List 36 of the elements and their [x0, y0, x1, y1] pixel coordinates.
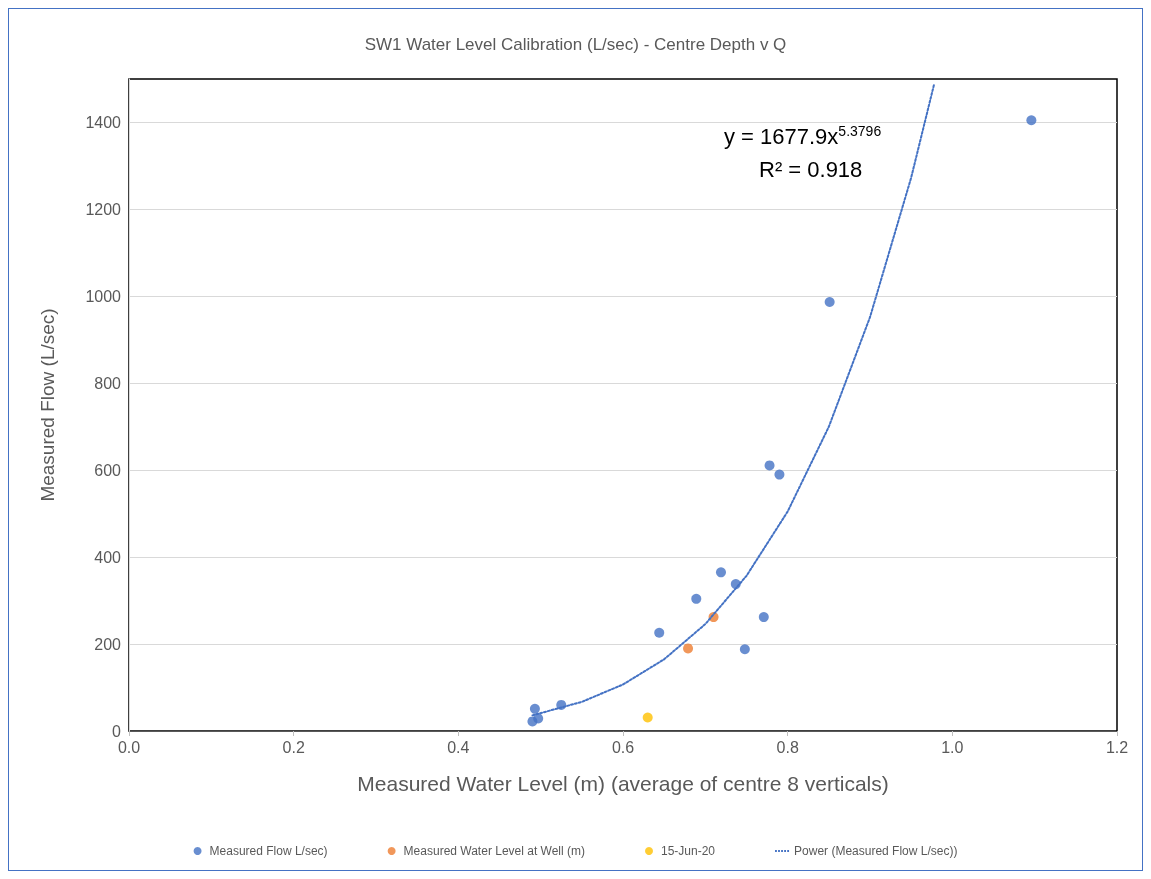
point	[1026, 115, 1037, 126]
point	[764, 460, 775, 471]
annotation: R² = 0.918	[759, 156, 863, 182]
y-tick-label: 1000	[85, 287, 122, 305]
point	[758, 612, 769, 623]
x-tick-label: 1.0	[941, 738, 964, 756]
x-axis-title: Measured Water Level (m) (average of centre 8 verticals)	[357, 772, 889, 795]
legend-label: Power (Measured Flow L/sec))	[794, 844, 958, 858]
x-tick-label: 0.4	[447, 738, 470, 756]
legend-label: Measured Water Level at Well (m)	[403, 844, 586, 858]
point	[824, 296, 835, 307]
point	[683, 643, 694, 654]
y-tick-label: 800	[94, 374, 122, 392]
point	[642, 712, 653, 723]
point	[691, 593, 702, 604]
legend-label: 15-Jun-20	[661, 844, 716, 858]
y-tick-label: 0	[112, 722, 122, 740]
y-tick-label: 1400	[85, 113, 122, 131]
point	[715, 567, 726, 578]
y-tick-label: 400	[94, 548, 122, 566]
point	[533, 713, 544, 724]
x-tick-label: 0.2	[282, 738, 305, 756]
point	[529, 703, 540, 714]
legend-label: Measured Flow L/sec)	[209, 844, 328, 858]
x-tick-label: 0.0	[117, 738, 141, 756]
x-tick-label: 1.2	[1105, 738, 1129, 756]
point	[774, 469, 785, 480]
chart-title: SW1 Water Level Calibration (L/sec) - Centre Depth v Q	[364, 35, 787, 54]
y-tick-label: 1200	[85, 200, 122, 218]
y-tick-label: 600	[94, 461, 122, 479]
point	[654, 627, 665, 638]
y-tick-label: 200	[94, 635, 122, 653]
y-axis-title: Measured Flow (L/sec)	[37, 308, 58, 502]
point	[739, 644, 750, 655]
x-tick-label: 0.6	[611, 738, 635, 756]
x-tick-label: 0.8	[776, 738, 799, 756]
